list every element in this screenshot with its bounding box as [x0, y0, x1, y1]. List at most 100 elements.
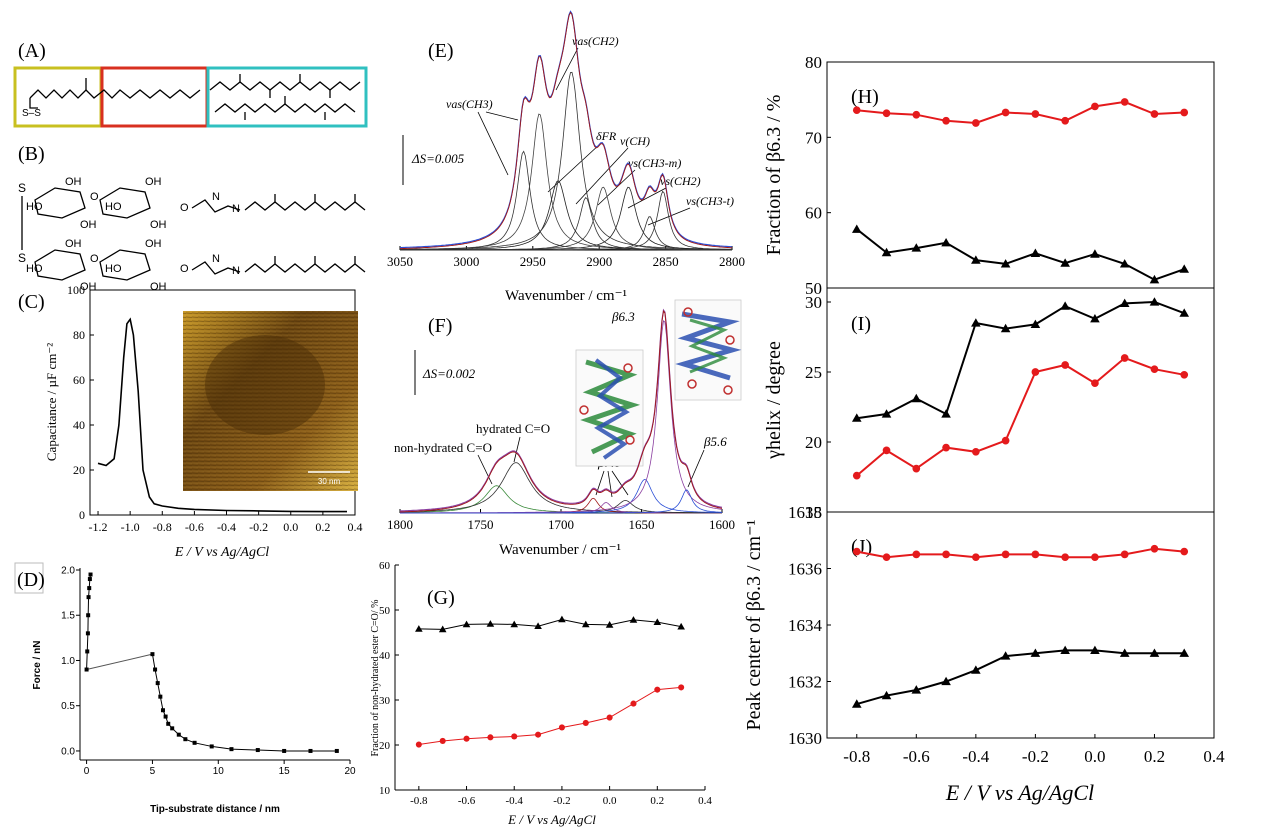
i-point — [1179, 308, 1190, 317]
g-ytick-label: 50 — [379, 605, 391, 617]
i-ylabel: γhelix / degree — [763, 341, 785, 460]
d-point — [160, 708, 165, 713]
h-point — [1180, 108, 1189, 117]
g-ytick-label: 20 — [379, 740, 391, 752]
j-xtick-label: 0.2 — [1144, 747, 1165, 766]
d-point — [170, 726, 175, 731]
i-point — [1149, 297, 1160, 306]
e-ann-vs-ch3t: νs(CH3-t) — [686, 194, 734, 208]
g-point — [606, 714, 613, 721]
panel-label-g: (G) — [427, 587, 455, 609]
d-point — [87, 586, 92, 591]
i-point — [881, 409, 892, 418]
j-point — [1061, 553, 1069, 562]
d-point — [85, 631, 90, 636]
b-oh-5: OH — [65, 238, 82, 250]
g-point — [462, 620, 471, 628]
j-point — [941, 676, 951, 686]
i-point — [911, 393, 922, 403]
e-component-band — [400, 190, 733, 251]
c-ytick-label: 40 — [73, 418, 85, 432]
h-series-line — [856, 100, 1185, 125]
g-xlabel: E / V vs Ag/AgCl — [507, 812, 596, 827]
e-xtick-label: 2800 — [719, 254, 745, 269]
b-ho-2: HO — [105, 201, 122, 213]
b-o-3: O — [90, 253, 99, 265]
b-s-bottom: S — [18, 251, 26, 265]
i-series-line — [856, 356, 1185, 477]
g-point — [534, 622, 542, 630]
d-point — [255, 748, 260, 753]
i-series-line — [856, 300, 1185, 420]
panel-b-molecule: S S OH HO OH HO OH OH O O N N HO OH HO O… — [18, 176, 366, 293]
j-point — [911, 685, 922, 694]
i-point — [882, 446, 891, 455]
c-xtick-label: -0.6 — [185, 520, 204, 534]
g-ylabel: Fraction of non-hydrated ester C=O/ % — [370, 600, 381, 757]
f-xtick-label: 1800 — [387, 517, 413, 532]
h-point — [1091, 102, 1099, 111]
h-point — [972, 119, 980, 127]
e-ann-dfr: δFR — [596, 129, 617, 143]
panel-label-h: (H) — [851, 86, 879, 108]
f-measured-spectrum — [399, 310, 723, 513]
c-afm-inset: 30 nm — [183, 311, 358, 491]
d-ylabel: Force / nN — [32, 641, 43, 690]
h-ytick-label: 60 — [805, 204, 822, 223]
j-point — [912, 550, 921, 559]
h-ytick-label: 80 — [805, 53, 822, 72]
c-xtick-label: -1.0 — [121, 520, 140, 534]
f-helix-inset-left — [575, 349, 644, 467]
f-xtick-label: 1700 — [548, 517, 574, 532]
disulfide-label: S–S — [22, 108, 41, 119]
b-oh-4: OH — [150, 219, 167, 231]
e-component-band — [400, 180, 732, 251]
c-ylabel: Capacitance / µF cm⁻² — [44, 343, 59, 461]
panel-d-chart: Tip-substrate distance / nm Force / nN — [32, 568, 350, 815]
f-helix-inset-right — [674, 299, 742, 401]
c-xlabel: E / V vs Ag/AgCl — [174, 545, 269, 560]
e-xtick-label: 2950 — [520, 254, 546, 269]
c-ytick-label: 60 — [73, 373, 85, 387]
e-ann-vas-ch2: νas(CH2) — [572, 34, 619, 48]
g-point — [487, 734, 494, 741]
d-point — [176, 732, 181, 737]
j-point — [882, 553, 891, 562]
f-component-band — [399, 462, 722, 513]
d-point — [282, 748, 287, 753]
i-point — [1030, 319, 1041, 328]
e-measured-spectrum — [400, 11, 733, 250]
e-ann-vas-ch3: νas(CH3) — [446, 97, 493, 111]
j-series-line — [856, 649, 1185, 706]
h-point — [1150, 110, 1159, 118]
g-point — [653, 618, 662, 625]
c-xtick-label: -1.2 — [89, 520, 108, 534]
panel-label-e: (E) — [428, 40, 454, 62]
panel-label-f: (F) — [428, 315, 452, 337]
g-xtick-label: 0.2 — [650, 795, 664, 807]
h-point — [881, 247, 892, 257]
g-point — [486, 620, 495, 627]
j-xlabel: E / V vs Ag/AgCl — [945, 780, 1094, 805]
panel-label-i: (I) — [851, 313, 871, 335]
d-point — [86, 613, 91, 618]
e-annotation-arrows — [477, 47, 691, 226]
h-point — [1030, 248, 1041, 257]
panel-label-d: (D) — [17, 569, 45, 591]
h-point — [971, 255, 981, 264]
panel-label-a: (A) — [18, 40, 46, 62]
g-point — [629, 616, 638, 623]
h-point — [941, 238, 951, 247]
f-ann-nonhydrated: non-hydrated C=O — [394, 440, 492, 455]
d-xtick-label: 15 — [279, 766, 291, 777]
h-point — [942, 116, 950, 125]
j-point — [1180, 547, 1189, 556]
hij-frame — [826, 61, 1215, 739]
g-point — [535, 731, 542, 738]
j-point — [1150, 544, 1159, 553]
d-point — [209, 744, 214, 749]
panel-e-chart: Wavenumber / cm⁻¹ ΔS=0.005 νas(CH2) νas(… — [400, 34, 734, 304]
g-series-line — [418, 618, 682, 630]
d-ytick-label: 1.5 — [61, 611, 75, 622]
